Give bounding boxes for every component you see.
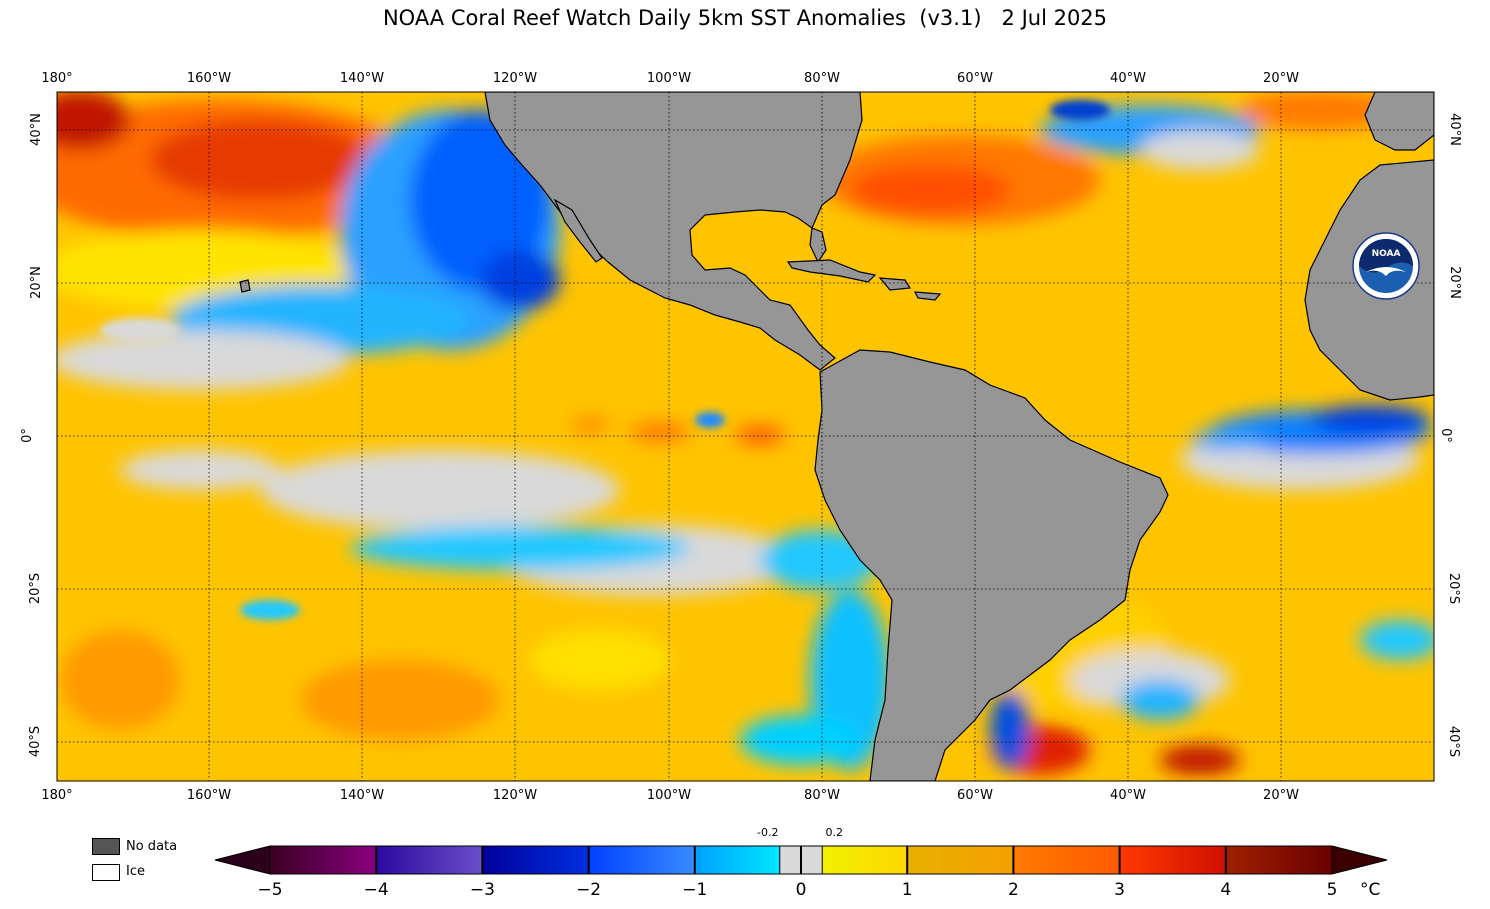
land	[239, 92, 1434, 781]
graticule	[57, 92, 1434, 781]
colorbar-tick-label: 4	[1220, 880, 1232, 900]
colorbar-segment	[907, 846, 1014, 874]
lon-label-bottom: 140°W	[339, 788, 385, 803]
colorbar-tick-label: 3	[1114, 880, 1126, 900]
colorbar-tick-label: −5	[257, 880, 283, 900]
colorbar-extend-low	[214, 845, 271, 875]
colorbar-unit: °C	[1360, 880, 1381, 900]
colorbar-segment	[1119, 846, 1226, 874]
anomaly-field	[57, 92, 1434, 781]
nodata-label: No data	[126, 839, 178, 854]
noaa-logo: NOAA	[1352, 232, 1420, 300]
lon-label-top: 80°W	[804, 71, 840, 86]
colorbar-segment	[482, 846, 589, 874]
colorbar-tick-label: −1	[682, 880, 708, 900]
lon-label-bottom: 160°W	[186, 788, 232, 803]
lon-label-top: 160°W	[186, 71, 232, 86]
colorbar-segment	[588, 846, 695, 874]
colorbar-small-label: -0.2	[757, 826, 779, 839]
lon-label-bottom: 20°W	[1263, 788, 1299, 803]
lat-label-right: 40°S	[1446, 725, 1462, 758]
lat-label-left: 20°N	[28, 266, 44, 299]
colorbar-tick-label: 5	[1326, 880, 1338, 900]
noaa-logo-text: NOAA	[1372, 249, 1401, 259]
colorbar-small-label: 0.2	[825, 826, 843, 839]
lon-label-bottom: 100°W	[646, 788, 692, 803]
colorbar-tick-label: 0	[795, 880, 807, 900]
colorbar-segment	[1013, 846, 1120, 874]
lat-label-right: 0°	[1437, 428, 1453, 443]
lat-label-right: 40°N	[1446, 113, 1462, 146]
map-title: NOAA Coral Reef Watch Daily 5km SST Anom…	[382, 6, 1108, 30]
colorbar-segment	[270, 846, 377, 874]
lon-label-bottom: 80°W	[804, 788, 840, 803]
lon-label-bottom: 40°W	[1110, 788, 1146, 803]
lon-label-top: 120°W	[492, 71, 538, 86]
lat-label-left: 0°	[19, 428, 35, 443]
colorbar-extend-high	[1331, 845, 1388, 875]
lon-label-top: 100°W	[646, 71, 692, 86]
colorbar-tick-label: 1	[901, 880, 913, 900]
colorbar-tick-label: −3	[469, 880, 495, 900]
lat-label-left: 40°S	[28, 725, 44, 758]
lon-label-top: 140°W	[339, 71, 385, 86]
colorbar-tick-label: −4	[363, 880, 389, 900]
ice-swatch	[92, 864, 120, 881]
lon-label-top: 40°W	[1110, 71, 1146, 86]
nodata-swatch	[92, 838, 120, 855]
colorbar-frame	[269, 845, 1333, 875]
colorbar-segment	[376, 846, 483, 874]
lat-label-right: 20°N	[1446, 266, 1462, 299]
colorbar-segment	[822, 846, 908, 874]
lon-label-bottom: 180°	[41, 788, 73, 803]
lon-label-top: 20°W	[1263, 71, 1299, 86]
lat-label-left: 40°N	[28, 113, 44, 146]
colorbar-tick-label: 2	[1007, 880, 1019, 900]
ice-label: Ice	[126, 864, 145, 879]
lat-label-right: 20°S	[1446, 572, 1462, 605]
colorbar	[214, 845, 1388, 875]
colorbar-segment	[1225, 846, 1332, 874]
lon-label-top: 60°W	[957, 71, 993, 86]
lon-label-top: 180°	[41, 71, 73, 86]
colorbar-tick-label: −2	[576, 880, 602, 900]
lon-label-bottom: 120°W	[492, 788, 538, 803]
lat-label-left: 20°S	[28, 572, 44, 605]
lon-label-bottom: 60°W	[957, 788, 993, 803]
colorbar-segment	[694, 846, 780, 874]
map-frame	[56, 91, 1435, 782]
